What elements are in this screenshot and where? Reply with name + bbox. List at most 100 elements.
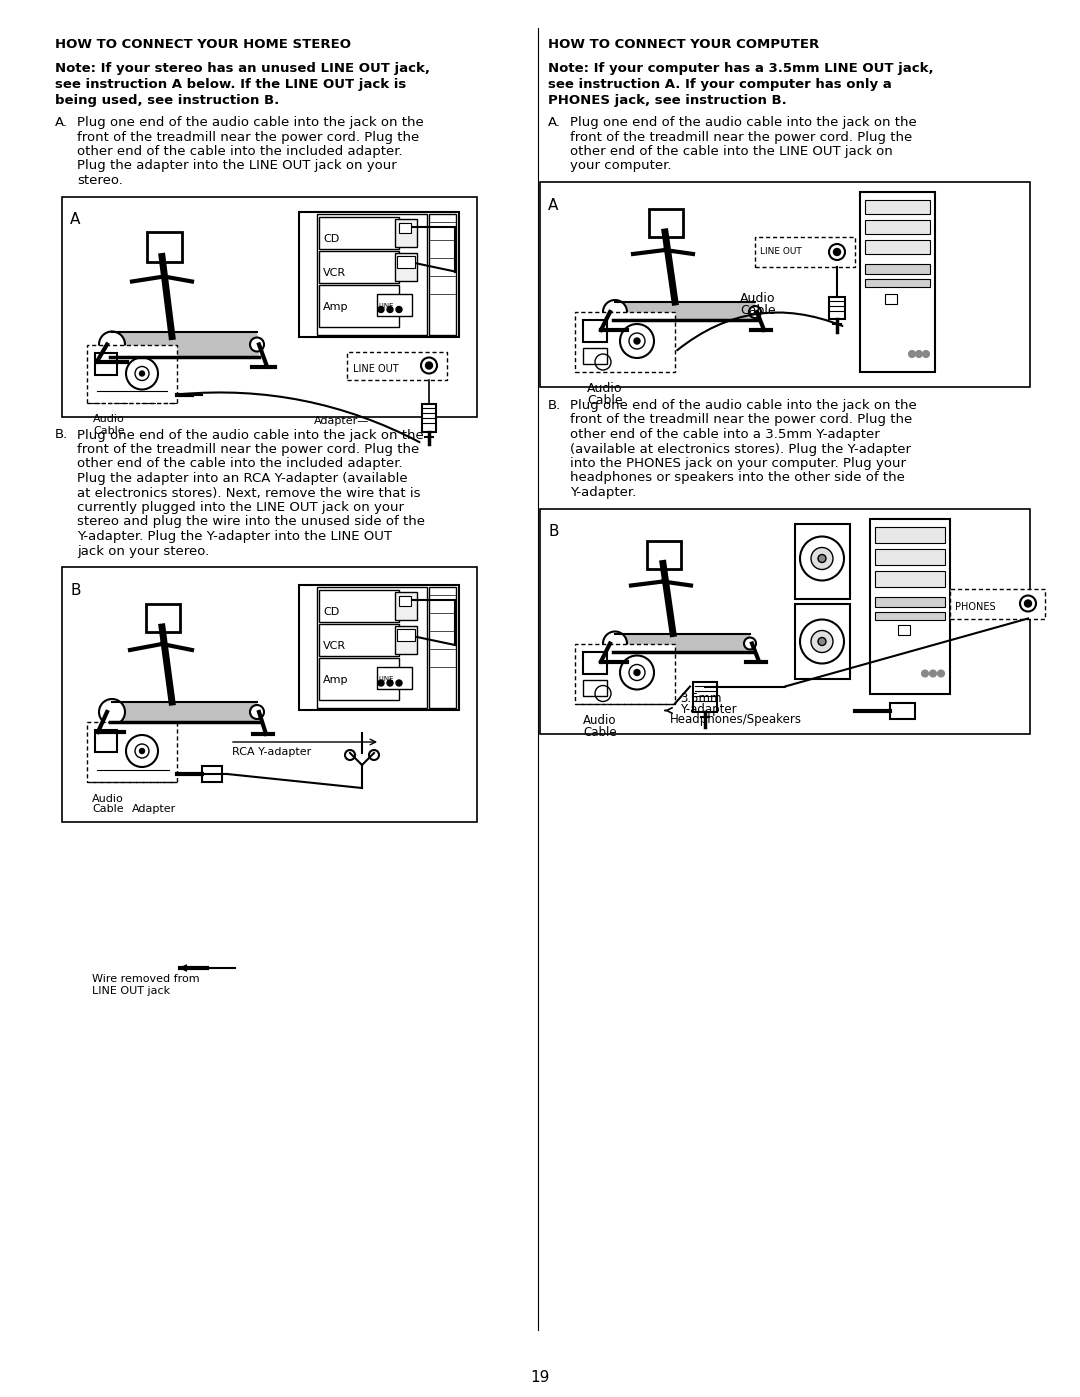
Text: A: A bbox=[70, 212, 80, 228]
Polygon shape bbox=[613, 633, 752, 651]
Text: Amp: Amp bbox=[323, 302, 349, 312]
Circle shape bbox=[99, 331, 125, 358]
Text: Headphones/Speakers: Headphones/Speakers bbox=[670, 714, 802, 726]
Circle shape bbox=[834, 249, 840, 256]
Bar bbox=[795, 524, 850, 598]
Bar bbox=[795, 604, 850, 679]
Bar bbox=[865, 219, 930, 235]
Bar bbox=[422, 404, 436, 432]
Bar bbox=[318, 587, 427, 708]
Text: Note: If your computer has a 3.5mm LINE OUT jack,: Note: If your computer has a 3.5mm LINE … bbox=[548, 61, 933, 75]
Text: 3.5mm: 3.5mm bbox=[680, 692, 721, 704]
Circle shape bbox=[921, 671, 929, 678]
Bar bbox=[649, 210, 683, 237]
Bar bbox=[147, 232, 183, 261]
Text: front of the treadmill near the power cord. Plug the: front of the treadmill near the power co… bbox=[570, 414, 913, 426]
Circle shape bbox=[634, 669, 640, 676]
Polygon shape bbox=[110, 703, 259, 722]
Text: LINE: LINE bbox=[378, 303, 393, 309]
Bar bbox=[540, 509, 1030, 733]
Circle shape bbox=[811, 630, 833, 652]
Bar bbox=[950, 588, 1045, 619]
Bar bbox=[885, 293, 897, 305]
Bar bbox=[319, 250, 399, 282]
Text: front of the treadmill near the power cord. Plug the: front of the treadmill near the power co… bbox=[77, 443, 419, 455]
Text: being used, see instruction B.: being used, see instruction B. bbox=[55, 94, 280, 108]
Text: other end of the cable into the included adapter.: other end of the cable into the included… bbox=[77, 145, 403, 158]
Circle shape bbox=[603, 300, 627, 324]
Circle shape bbox=[916, 351, 922, 358]
Bar bbox=[583, 651, 607, 673]
Bar bbox=[397, 256, 415, 267]
Text: RCA Y-adapter: RCA Y-adapter bbox=[232, 747, 311, 757]
Text: Note: If your stereo has an unused LINE OUT jack,: Note: If your stereo has an unused LINE … bbox=[55, 61, 430, 75]
Text: into the PHONES jack on your computer. Plug your: into the PHONES jack on your computer. P… bbox=[570, 457, 906, 469]
Text: currently plugged into the LINE OUT jack on your: currently plugged into the LINE OUT jack… bbox=[77, 502, 404, 514]
Circle shape bbox=[396, 680, 402, 686]
Bar bbox=[395, 626, 417, 654]
Text: Plug the adapter into the LINE OUT jack on your: Plug the adapter into the LINE OUT jack … bbox=[77, 159, 396, 172]
Bar bbox=[865, 240, 930, 254]
Text: Plug one end of the audio cable into the jack on the: Plug one end of the audio cable into the… bbox=[77, 116, 423, 129]
Text: Cable: Cable bbox=[588, 394, 623, 407]
Bar bbox=[890, 703, 915, 718]
Text: Adapter: Adapter bbox=[132, 805, 176, 814]
Bar bbox=[583, 348, 607, 365]
Bar bbox=[897, 624, 910, 634]
Text: other end of the cable into the LINE OUT jack on: other end of the cable into the LINE OUT… bbox=[570, 145, 893, 158]
Bar bbox=[95, 731, 117, 752]
Bar bbox=[860, 191, 935, 372]
Bar bbox=[829, 298, 845, 319]
Text: A: A bbox=[548, 198, 558, 212]
Text: stereo.: stereo. bbox=[77, 175, 123, 187]
Bar bbox=[62, 197, 477, 416]
Text: stereo and plug the wire into the unused side of the: stereo and plug the wire into the unused… bbox=[77, 515, 426, 528]
Circle shape bbox=[249, 338, 264, 352]
Bar bbox=[399, 597, 411, 606]
Circle shape bbox=[387, 306, 393, 313]
Circle shape bbox=[387, 680, 393, 686]
Circle shape bbox=[1025, 599, 1031, 608]
Circle shape bbox=[99, 698, 125, 725]
Circle shape bbox=[818, 555, 826, 563]
Text: headphones or speakers into the other side of the: headphones or speakers into the other si… bbox=[570, 472, 905, 485]
Circle shape bbox=[249, 705, 264, 719]
Circle shape bbox=[930, 671, 936, 678]
Text: 19: 19 bbox=[530, 1370, 550, 1384]
Text: B.: B. bbox=[548, 400, 562, 412]
Circle shape bbox=[426, 362, 432, 369]
Bar bbox=[202, 766, 222, 782]
Bar bbox=[377, 666, 411, 689]
Text: Audio: Audio bbox=[588, 381, 622, 395]
Bar bbox=[299, 585, 459, 710]
Circle shape bbox=[922, 351, 930, 358]
Bar bbox=[575, 312, 675, 372]
Bar bbox=[540, 182, 1030, 387]
Text: your computer.: your computer. bbox=[570, 159, 672, 172]
Text: Audio: Audio bbox=[93, 415, 125, 425]
Bar bbox=[299, 211, 459, 337]
Text: Cable: Cable bbox=[740, 305, 775, 317]
Text: CD: CD bbox=[323, 608, 339, 617]
Text: see instruction A below. If the LINE OUT jack is: see instruction A below. If the LINE OUT… bbox=[55, 78, 406, 91]
Text: Audio: Audio bbox=[583, 714, 617, 726]
Bar bbox=[319, 590, 399, 622]
Text: LINE OUT jack: LINE OUT jack bbox=[92, 986, 171, 996]
Text: other end of the cable into the included adapter.: other end of the cable into the included… bbox=[77, 457, 403, 471]
Bar bbox=[865, 279, 930, 286]
Text: B.: B. bbox=[55, 429, 68, 441]
Bar bbox=[875, 612, 945, 619]
Bar bbox=[575, 644, 675, 704]
Circle shape bbox=[750, 306, 761, 319]
Bar bbox=[319, 285, 399, 327]
Text: CD: CD bbox=[323, 233, 339, 243]
Text: Wire removed from: Wire removed from bbox=[92, 974, 200, 983]
Text: Y-adapter. Plug the Y-adapter into the LINE OUT: Y-adapter. Plug the Y-adapter into the L… bbox=[77, 529, 392, 543]
Text: Audio: Audio bbox=[740, 292, 775, 305]
Bar bbox=[87, 722, 177, 782]
Bar bbox=[583, 320, 607, 342]
Circle shape bbox=[634, 338, 640, 344]
Circle shape bbox=[908, 351, 916, 358]
Bar bbox=[395, 218, 417, 246]
Bar bbox=[318, 214, 427, 334]
